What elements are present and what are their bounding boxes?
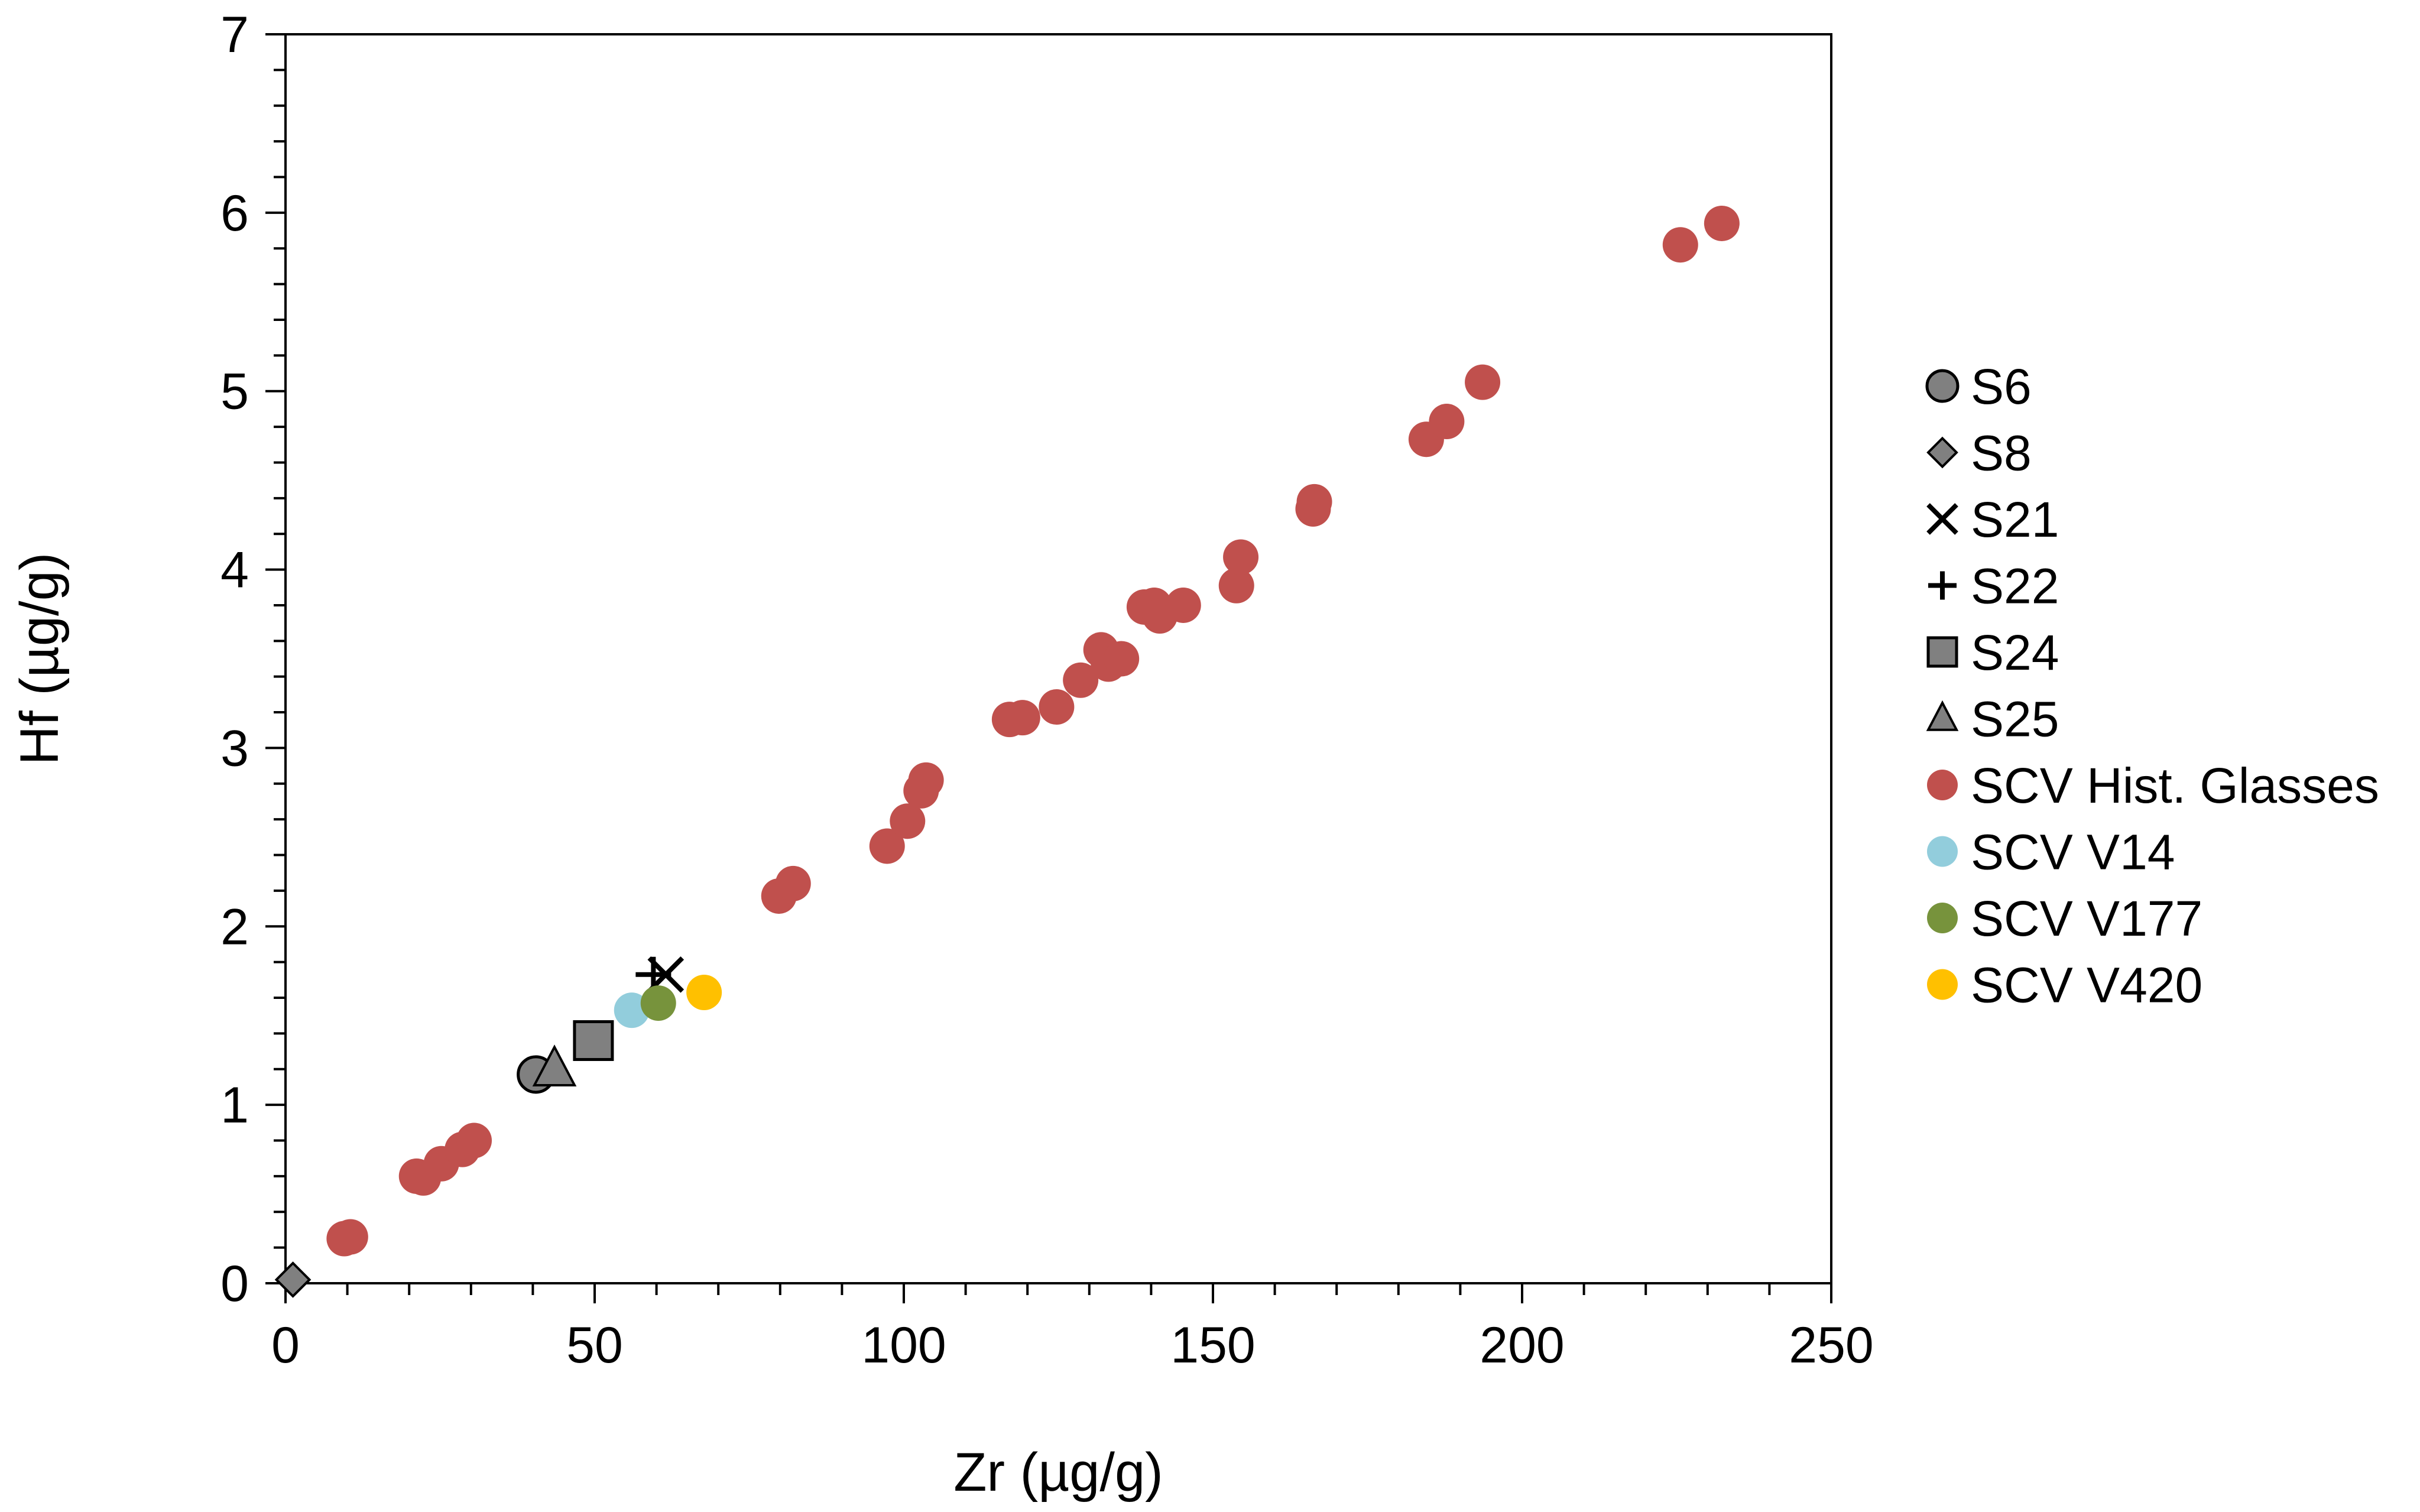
data-point-scv-hist-glasses <box>1429 404 1465 440</box>
y-tick-label: 3 <box>220 720 249 777</box>
data-point-scv-hist-glasses <box>1704 205 1740 241</box>
y-tick-label: 1 <box>220 1077 249 1134</box>
y-tick-label: 7 <box>220 7 249 63</box>
data-point-scv-hist-glasses <box>332 1219 368 1255</box>
data-point-s25 <box>532 1044 577 1086</box>
x-tick-label: 150 <box>1170 1317 1256 1374</box>
legend-marker <box>1926 700 1959 731</box>
x-tick-label: 50 <box>566 1317 623 1374</box>
data-point-scv-hist-glasses <box>1296 484 1332 520</box>
data-point-scv-hist-glasses <box>890 803 926 839</box>
legend-label: S24 <box>1971 625 2059 680</box>
data-point-s24 <box>573 1020 614 1061</box>
y-tick-label: 4 <box>220 542 249 599</box>
data-point-scv-hist-glasses <box>1662 227 1698 263</box>
y-tick-label: 5 <box>220 364 249 420</box>
legend-label: S25 <box>1971 692 2059 747</box>
legend-label: SCV V420 <box>1971 958 2202 1013</box>
legend-label: SCV V14 <box>1971 825 2175 880</box>
data-point-scv-v177 <box>640 985 676 1021</box>
legend-label: S22 <box>1971 559 2059 614</box>
legend-marker <box>1925 369 1960 403</box>
axes: 0 1 2 3 4 5 6 7 0 50 100 150 200 250 <box>220 7 1874 1374</box>
legend-marker <box>1927 836 1958 867</box>
data-point-scv-hist-glasses <box>1218 567 1254 603</box>
legend-marker <box>1927 969 1958 1000</box>
data-point-scv-hist-glasses <box>1063 662 1099 698</box>
legend-marker <box>1926 636 1958 668</box>
legend-label: S6 <box>1971 359 2032 414</box>
legend-label: S21 <box>1971 492 2059 547</box>
data-point-scv-hist-glasses <box>775 865 811 901</box>
x-tick-label: 250 <box>1789 1317 1874 1374</box>
legend-marker <box>1926 503 1958 535</box>
data-point-scv-hist-glasses <box>908 762 944 798</box>
data-point-scv-hist-glasses <box>1465 364 1501 400</box>
data-point-scv-hist-glasses <box>1104 641 1140 677</box>
x-tick-label: 100 <box>861 1317 946 1374</box>
data-point-scv-hist-glasses <box>1165 587 1201 623</box>
x-axis-title: Zr (µg/g) <box>953 1442 1163 1503</box>
plot-frame <box>284 33 1832 1284</box>
legend-marker <box>1928 571 1957 600</box>
data-points <box>274 205 1740 1298</box>
data-point-scv-hist-glasses <box>1004 700 1040 736</box>
legend-marker <box>1927 770 1958 800</box>
data-point-scv-hist-glasses <box>869 828 905 864</box>
legend-label: SCV Hist. Glasses <box>1971 758 2379 813</box>
y-axis-title: Hf (µg/g) <box>9 553 70 765</box>
legend-label: SCV V177 <box>1971 891 2202 946</box>
legend-marker <box>1926 436 1958 469</box>
x-tick-label: 200 <box>1480 1317 1565 1374</box>
y-tick-label: 6 <box>220 185 249 242</box>
data-point-scv-hist-glasses <box>1223 539 1259 575</box>
data-point-scv-v420 <box>686 974 722 1010</box>
data-point-s8 <box>274 1261 312 1298</box>
data-point-scv-hist-glasses <box>456 1122 492 1159</box>
y-tick-label: 0 <box>220 1255 249 1312</box>
data-point-scv-hist-glasses <box>1039 689 1075 725</box>
legend-label: S8 <box>1971 426 2032 481</box>
data-point-scv-v14 <box>614 992 650 1028</box>
legend: S6 S8 S21 S22 S24 S25 SCV Hist. Glasses SCV V14… <box>1925 359 2379 1013</box>
x-tick-label: 0 <box>271 1317 300 1374</box>
y-tick-label: 2 <box>220 898 249 955</box>
legend-marker <box>1927 903 1958 933</box>
